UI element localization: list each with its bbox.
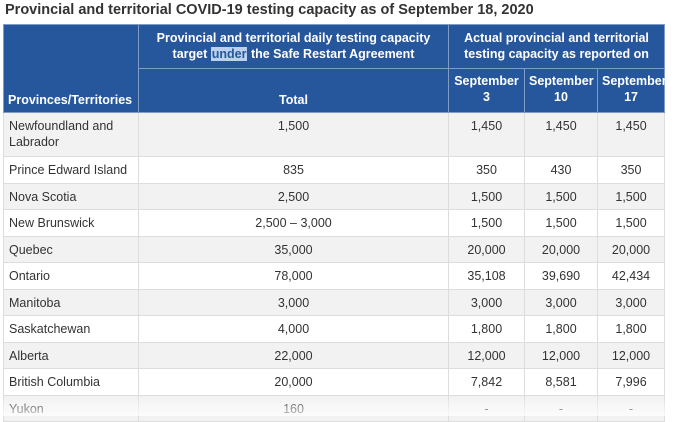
- table-row: Alberta 22,000 12,000 12,000 12,000: [3, 342, 666, 369]
- total-cell: 4,000: [138, 315, 449, 343]
- sep17-cell: 1,500: [596, 209, 666, 237]
- header-september-17: September 17: [596, 68, 667, 113]
- header-september-10: September 10: [524, 68, 598, 113]
- sep3-cell: 3,000: [448, 289, 525, 316]
- province-cell: Yukon: [3, 395, 139, 422]
- sep10-cell: 1,500: [524, 183, 598, 210]
- sep10-cell: 8,581: [524, 368, 598, 396]
- header-target-text-before: Provincial and territorial daily testing…: [156, 31, 431, 61]
- header-target-group: Provincial and territorial daily testing…: [138, 24, 449, 69]
- table-row: Yukon 160 - - -: [3, 395, 666, 422]
- sep17-cell: 7,996: [596, 368, 666, 396]
- sep3-cell: 1,450: [448, 112, 525, 157]
- table-row: Saskatchewan 4,000 1,800 1,800 1,800: [3, 315, 666, 343]
- total-cell: 835: [138, 156, 449, 184]
- province-cell: Ontario: [3, 262, 139, 290]
- sep17-cell: 20,000: [596, 236, 666, 263]
- sep17-cell: 12,000: [596, 342, 666, 369]
- sep3-cell: 35,108: [448, 262, 525, 290]
- sep17-cell: 3,000: [596, 289, 666, 316]
- table-row: New Brunswick 2,500 – 3,000 1,500 1,500 …: [3, 209, 666, 237]
- selected-text-highlight[interactable]: under: [210, 47, 248, 61]
- header-total: Total: [138, 68, 449, 113]
- sep3-cell: 20,000: [448, 236, 525, 263]
- sep10-cell: 12,000: [524, 342, 598, 369]
- sep17-cell: 42,434: [596, 262, 666, 290]
- total-cell: 160: [138, 395, 449, 422]
- header-september-3: September 3: [448, 68, 525, 113]
- table-row: British Columbia 20,000 7,842 8,581 7,99…: [3, 368, 666, 396]
- sep10-cell: -: [524, 395, 598, 422]
- sep10-cell: 1,450: [524, 112, 598, 157]
- province-cell: Saskatchewan: [3, 315, 139, 343]
- province-cell: Newfoundland and Labrador: [3, 112, 139, 157]
- province-cell: Manitoba: [3, 289, 139, 316]
- table-row: Prince Edward Island 835 350 430 350: [3, 156, 666, 184]
- table-title: Provincial and territorial COVID-19 test…: [5, 2, 534, 18]
- total-cell: 78,000: [138, 262, 449, 290]
- province-cell: Nova Scotia: [3, 183, 139, 210]
- sep3-cell: 1,500: [448, 183, 525, 210]
- sep3-cell: 1,800: [448, 315, 525, 343]
- sep3-cell: 12,000: [448, 342, 525, 369]
- province-cell: Alberta: [3, 342, 139, 369]
- province-cell: Prince Edward Island: [3, 156, 139, 184]
- total-cell: 20,000: [138, 368, 449, 396]
- testing-capacity-table: Provinces/Territories Provincial and ter…: [3, 24, 667, 422]
- total-cell: 22,000: [138, 342, 449, 369]
- sep17-cell: 350: [596, 156, 666, 184]
- header-target-text-after: the Safe Restart Agreement: [247, 47, 415, 61]
- header-provinces-territories: Provinces/Territories: [3, 24, 139, 113]
- sep10-cell: 20,000: [524, 236, 598, 263]
- table-row: Quebec 35,000 20,000 20,000 20,000: [3, 236, 666, 263]
- table-row: Ontario 78,000 35,108 39,690 42,434: [3, 262, 666, 290]
- table-row: Nova Scotia 2,500 1,500 1,500 1,500: [3, 183, 666, 210]
- total-cell: 3,000: [138, 289, 449, 316]
- sep17-cell: 1,450: [596, 112, 666, 157]
- province-cell: British Columbia: [3, 368, 139, 396]
- table-row: Newfoundland and Labrador 1,500 1,450 1,…: [3, 112, 666, 157]
- province-cell: Quebec: [3, 236, 139, 263]
- sep17-cell: 1,800: [596, 315, 666, 343]
- sep10-cell: 3,000: [524, 289, 598, 316]
- total-cell: 1,500: [138, 112, 449, 157]
- sep10-cell: 1,800: [524, 315, 598, 343]
- sep10-cell: 39,690: [524, 262, 598, 290]
- sep10-cell: 1,500: [524, 209, 598, 237]
- sep10-cell: 430: [524, 156, 598, 184]
- total-cell: 2,500: [138, 183, 449, 210]
- table-row: Manitoba 3,000 3,000 3,000 3,000: [3, 289, 666, 316]
- total-cell: 35,000: [138, 236, 449, 263]
- total-cell: 2,500 – 3,000: [138, 209, 449, 237]
- sep17-cell: -: [596, 395, 666, 422]
- sep17-cell: 1,500: [596, 183, 666, 210]
- province-cell: New Brunswick: [3, 209, 139, 237]
- sep3-cell: 1,500: [448, 209, 525, 237]
- sep3-cell: -: [448, 395, 525, 422]
- header-actual-group: Actual provincial and territorial testin…: [447, 24, 666, 69]
- sep3-cell: 350: [448, 156, 525, 184]
- sep3-cell: 7,842: [448, 368, 525, 396]
